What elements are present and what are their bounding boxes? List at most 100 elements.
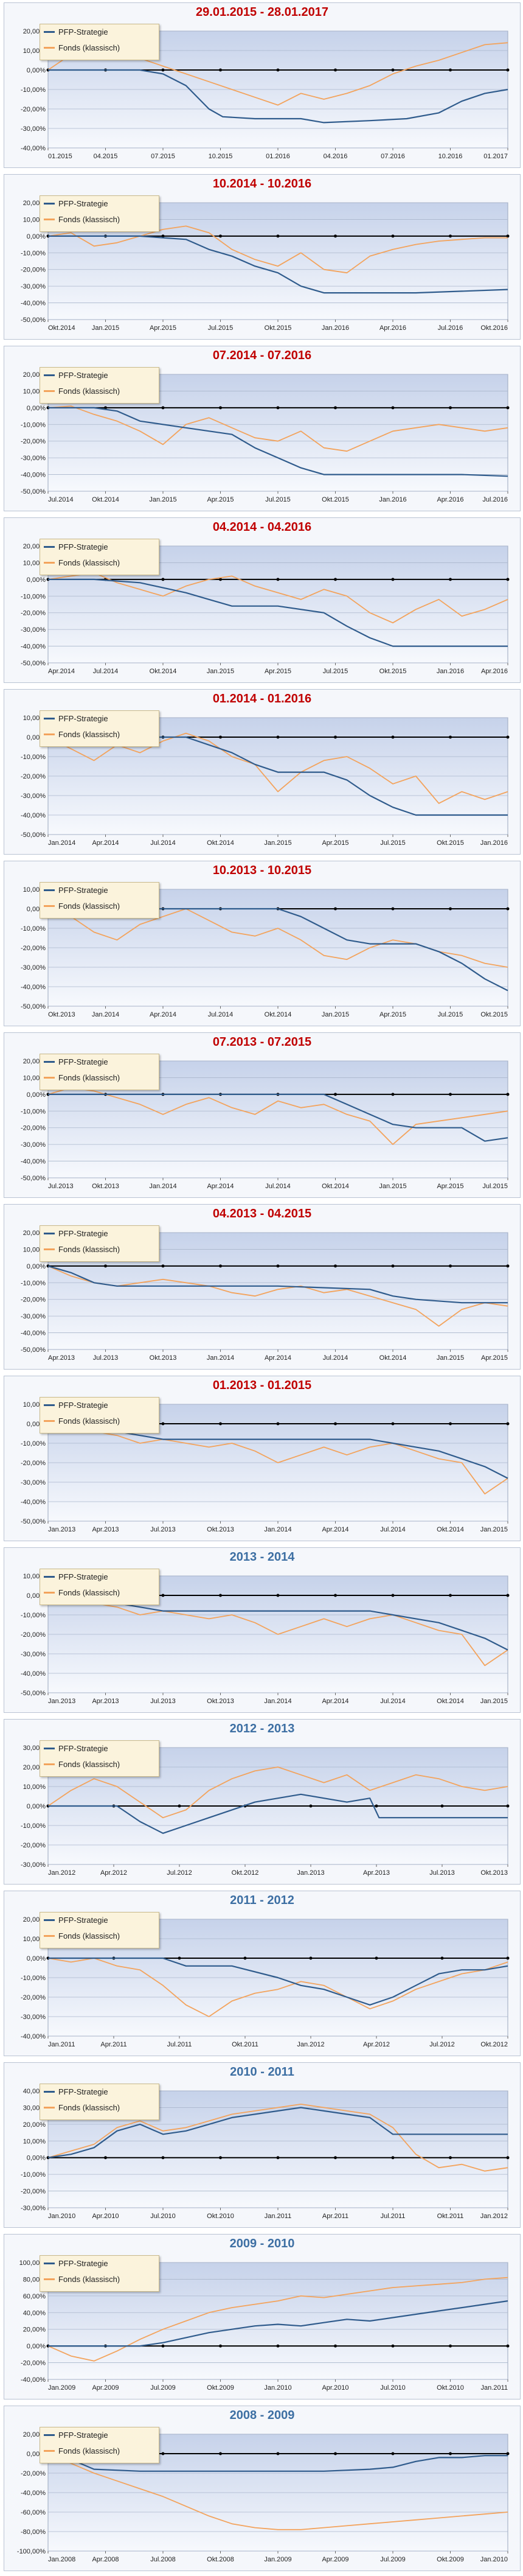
zero-line-marker bbox=[334, 1264, 337, 1268]
y-tick-label: 40,00% bbox=[23, 2309, 46, 2317]
x-tick-label: 01.2016 bbox=[266, 153, 290, 160]
legend-item-pfp-strategie: PFP-Strategie bbox=[44, 2258, 108, 2273]
zero-line-marker bbox=[219, 2452, 222, 2455]
legend-label: PFP-Strategie bbox=[58, 1572, 108, 1582]
y-tick-label: 0,00% bbox=[27, 1091, 46, 1099]
zero-line-marker bbox=[449, 578, 452, 581]
zero-line-marker bbox=[276, 406, 280, 410]
x-tick-label: Okt.2014 bbox=[48, 324, 75, 332]
x-tick-label: Jan.2010 bbox=[264, 2384, 291, 2392]
y-tick-label: -10,00% bbox=[21, 1612, 46, 1619]
zero-line-marker bbox=[506, 1422, 510, 1426]
zero-line-marker bbox=[391, 1422, 395, 1426]
zero-line-marker bbox=[334, 735, 337, 739]
legend-label: Fonds (klassisch) bbox=[58, 2103, 120, 2113]
chart-panel: 2013 - 2014 10,00% 0,00% -10,00% -20,00% -30,… bbox=[4, 1547, 521, 1713]
y-tick-label: -50,00% bbox=[21, 317, 46, 324]
zero-line-marker bbox=[391, 1594, 395, 1597]
y-tick-label: -30,00% bbox=[21, 125, 46, 133]
x-tick-label: Apr.2012 bbox=[363, 2041, 390, 2048]
legend-item-fonds-klassisch: Fonds (klassisch) bbox=[44, 386, 120, 401]
legend: PFP-Strategie Fonds (klassisch) bbox=[40, 1054, 159, 1090]
zero-line-marker bbox=[391, 907, 395, 911]
x-tick-label: 04.2015 bbox=[94, 153, 118, 160]
legend-label: PFP-Strategie bbox=[58, 714, 108, 724]
legend-label: PFP-Strategie bbox=[58, 2259, 108, 2269]
zero-line-marker bbox=[440, 1956, 444, 1960]
chart-title: 04.2013 - 04.2015 bbox=[212, 1207, 312, 1220]
legend-item-pfp-strategie: PFP-Strategie bbox=[44, 1572, 108, 1586]
zero-line-marker bbox=[276, 2344, 280, 2348]
y-tick-label: -50,00% bbox=[21, 1690, 46, 1697]
chart-title: 2008 - 2009 bbox=[229, 2409, 295, 2422]
chart-panel: 04.2013 - 04.2015 20,00% 10,00% 0,00% -10,00… bbox=[4, 1204, 521, 1370]
y-tick-label: -20,00% bbox=[21, 945, 46, 952]
zero-line-marker bbox=[440, 1804, 444, 1808]
legend-item-pfp-strategie: PFP-Strategie bbox=[44, 27, 108, 41]
legend-swatch bbox=[44, 1748, 55, 1750]
x-tick-label: Apr.2016 bbox=[379, 324, 406, 332]
legend-label: Fonds (klassisch) bbox=[58, 2275, 120, 2284]
y-tick-label: -10,00% bbox=[21, 925, 46, 933]
zero-line-marker bbox=[449, 68, 452, 72]
y-tick-label: -10,00% bbox=[21, 1108, 46, 1115]
x-tick-label: Okt.2014 bbox=[92, 496, 119, 503]
x-tick-label: Okt.2012 bbox=[232, 1869, 259, 1877]
chart-title: 01.2013 - 01.2015 bbox=[212, 1379, 312, 1392]
legend-item-pfp-strategie: PFP-Strategie bbox=[44, 2430, 108, 2445]
chart-title: 01.2014 - 01.2016 bbox=[212, 692, 312, 705]
x-tick-label: Jan.2011 bbox=[48, 2041, 75, 2048]
chart-panel: 2010 - 2011 40,00% 30,00% 20,00% 10,00% 0,00%… bbox=[4, 2062, 521, 2228]
y-tick-label: -40,00% bbox=[21, 984, 46, 991]
chart-title: 2013 - 2014 bbox=[229, 1550, 295, 1564]
chart-panel: 2012 - 2013 30,00% 20,00% 10,00% 0,00% -10,00… bbox=[4, 1719, 521, 1885]
series-line-fonds-klassisch bbox=[47, 1766, 508, 1819]
zero-line-marker bbox=[391, 578, 395, 581]
y-tick-label: 20,00% bbox=[23, 2326, 46, 2334]
legend: PFP-Strategie Fonds (klassisch) bbox=[40, 882, 159, 919]
legend-swatch bbox=[44, 390, 55, 393]
zero-line-marker bbox=[506, 2452, 510, 2455]
y-tick-label: -40,00% bbox=[21, 145, 46, 152]
x-tick-label: Jan.2015 bbox=[92, 324, 119, 332]
legend-item-pfp-strategie: PFP-Strategie bbox=[44, 1400, 108, 1415]
legend-item-pfp-strategie: PFP-Strategie bbox=[44, 1915, 108, 1930]
y-tick-label: -40,00% bbox=[21, 812, 46, 819]
y-tick-label: -30,00% bbox=[21, 1651, 46, 1658]
chart-panel: 07.2013 - 07.2015 20,00% 10,00% 0,00% -10,00… bbox=[4, 1032, 521, 1198]
series-line-fonds-klassisch bbox=[47, 2277, 508, 2362]
legend-item-fonds-klassisch: Fonds (klassisch) bbox=[44, 558, 120, 572]
legend-item-pfp-strategie: PFP-Strategie bbox=[44, 1743, 108, 1758]
x-tick-label: Apr.2009 bbox=[322, 2556, 348, 2563]
y-tick-label: 0,00% bbox=[27, 1263, 46, 1270]
legend-item-fonds-klassisch: Fonds (klassisch) bbox=[44, 214, 120, 229]
series-line-fonds-klassisch bbox=[47, 572, 508, 624]
x-tick-label: Jul.2013 bbox=[150, 1526, 176, 1533]
y-tick-label: -20,00% bbox=[21, 610, 46, 617]
zero-line-marker bbox=[276, 234, 280, 238]
x-tick-label: Okt.2013 bbox=[207, 1698, 234, 1705]
x-tick-label: Jan.2010 bbox=[480, 2556, 508, 2563]
x-tick-label: Jan.2009 bbox=[264, 2556, 291, 2563]
x-tick-label: Okt.2013 bbox=[207, 1526, 234, 1533]
x-tick-label: Jan.2013 bbox=[48, 1526, 75, 1533]
zero-line-marker bbox=[309, 1956, 313, 1960]
legend: PFP-Strategie Fonds (klassisch) bbox=[40, 1397, 159, 1433]
legend: PFP-Strategie Fonds (klassisch) bbox=[40, 1740, 159, 1777]
x-tick-label: Apr.2015 bbox=[207, 496, 234, 503]
y-tick-label: -10,00% bbox=[21, 1975, 46, 1982]
y-tick-label: -20,00% bbox=[21, 1842, 46, 1849]
legend-label: Fonds (klassisch) bbox=[58, 1073, 120, 1083]
x-tick-label: Jul.2015 bbox=[438, 1011, 463, 1018]
legend: PFP-Strategie Fonds (klassisch) bbox=[40, 2255, 159, 2292]
legend: PFP-Strategie Fonds (klassisch) bbox=[40, 1225, 159, 1262]
zero-line-marker bbox=[506, 1956, 510, 1960]
x-tick-label: Jul.2014 bbox=[265, 1183, 291, 1190]
zero-line-marker bbox=[276, 68, 280, 72]
chart-title: 2009 - 2010 bbox=[229, 2237, 295, 2250]
chart-panel: 2011 - 2012 20,00% 10,00% 0,00% -10,00% -20,0… bbox=[4, 1891, 521, 2056]
zero-line-marker bbox=[276, 735, 280, 739]
y-tick-label: -50,00% bbox=[21, 1346, 46, 1354]
series-line-pfp-strategie bbox=[47, 2107, 508, 2158]
legend-label: Fonds (klassisch) bbox=[58, 901, 120, 911]
